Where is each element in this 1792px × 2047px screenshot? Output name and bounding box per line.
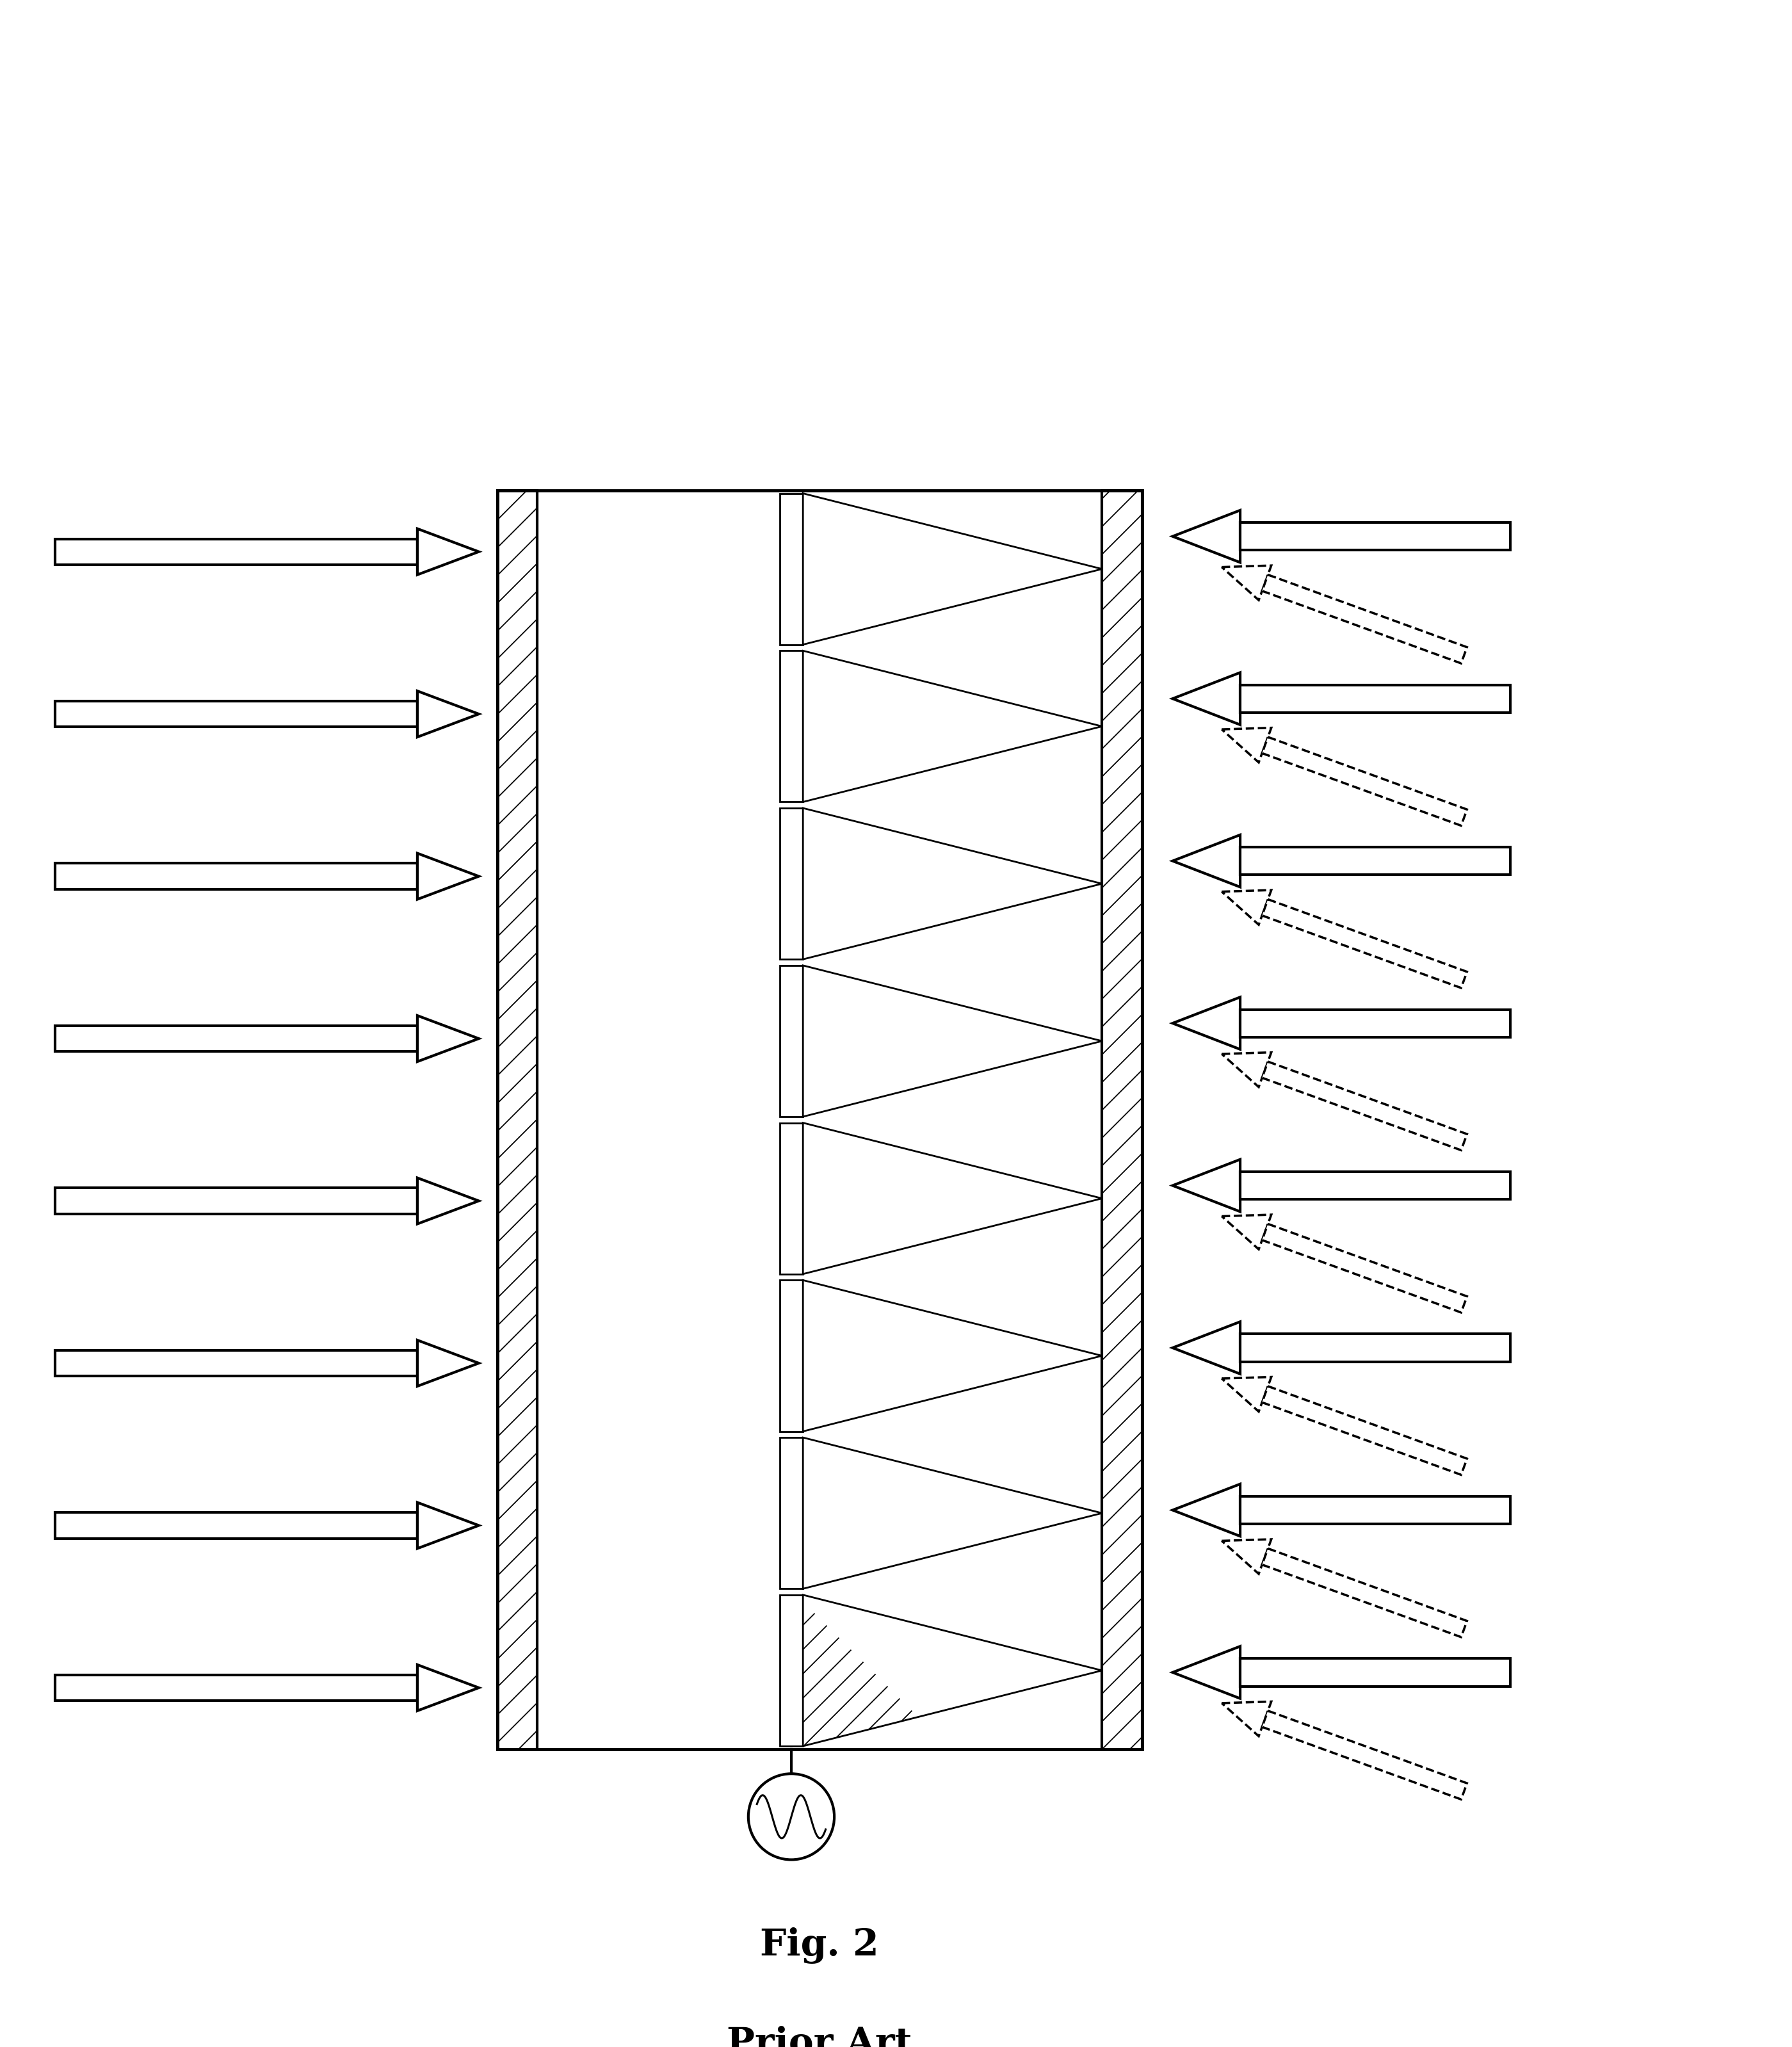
Polygon shape <box>418 1341 478 1386</box>
Polygon shape <box>803 1437 1102 1588</box>
Polygon shape <box>1172 1322 1240 1374</box>
Polygon shape <box>1240 1658 1511 1687</box>
Polygon shape <box>1240 522 1511 551</box>
Polygon shape <box>1262 1062 1468 1150</box>
Polygon shape <box>1172 835 1240 886</box>
Polygon shape <box>780 809 803 960</box>
Polygon shape <box>1222 1214 1271 1249</box>
Polygon shape <box>1222 1701 1271 1736</box>
Polygon shape <box>803 1124 1102 1273</box>
Polygon shape <box>1262 1386 1468 1474</box>
Polygon shape <box>1222 890 1271 925</box>
Polygon shape <box>56 1187 418 1214</box>
Polygon shape <box>1172 1646 1240 1699</box>
Polygon shape <box>1262 1548 1468 1638</box>
Polygon shape <box>56 1513 418 1539</box>
Polygon shape <box>780 1124 803 1273</box>
Polygon shape <box>56 1351 418 1376</box>
Bar <box>496 491 1142 1750</box>
Polygon shape <box>803 966 1102 1118</box>
Polygon shape <box>1240 1496 1511 1523</box>
Polygon shape <box>496 491 538 1750</box>
Polygon shape <box>1172 1159 1240 1212</box>
Polygon shape <box>803 1279 1102 1431</box>
Polygon shape <box>780 1437 803 1588</box>
Polygon shape <box>803 493 1102 645</box>
Polygon shape <box>803 1595 1102 1746</box>
Polygon shape <box>418 1502 478 1548</box>
Polygon shape <box>1262 1711 1468 1799</box>
Polygon shape <box>803 651 1102 802</box>
Polygon shape <box>1222 1539 1271 1574</box>
Polygon shape <box>56 702 418 727</box>
Polygon shape <box>418 692 478 737</box>
Polygon shape <box>1222 565 1271 600</box>
Polygon shape <box>418 1015 478 1062</box>
Text: Prior Art: Prior Art <box>728 2027 912 2047</box>
Polygon shape <box>56 1674 418 1701</box>
Polygon shape <box>1262 899 1468 989</box>
Polygon shape <box>418 1664 478 1711</box>
Polygon shape <box>803 809 1102 960</box>
Polygon shape <box>1240 686 1511 712</box>
Polygon shape <box>1240 1171 1511 1200</box>
Polygon shape <box>1240 1009 1511 1038</box>
Polygon shape <box>1262 737 1468 825</box>
Polygon shape <box>1222 1378 1271 1412</box>
Polygon shape <box>780 1279 803 1431</box>
Polygon shape <box>1240 847 1511 874</box>
Polygon shape <box>56 538 418 565</box>
Polygon shape <box>418 528 478 575</box>
Polygon shape <box>1222 729 1271 761</box>
Polygon shape <box>1172 1484 1240 1535</box>
Polygon shape <box>1172 510 1240 563</box>
Polygon shape <box>1262 1224 1468 1312</box>
Polygon shape <box>1172 673 1240 725</box>
Polygon shape <box>1262 575 1468 663</box>
Polygon shape <box>780 1595 803 1746</box>
Polygon shape <box>1102 491 1142 1750</box>
Polygon shape <box>1222 1052 1271 1087</box>
Polygon shape <box>418 854 478 899</box>
Polygon shape <box>1240 1335 1511 1361</box>
Polygon shape <box>56 864 418 888</box>
Text: Fig. 2: Fig. 2 <box>760 1928 880 1963</box>
Polygon shape <box>780 493 803 645</box>
Circle shape <box>749 1775 835 1859</box>
Polygon shape <box>56 1026 418 1052</box>
Polygon shape <box>780 651 803 802</box>
Polygon shape <box>780 966 803 1118</box>
Polygon shape <box>1172 997 1240 1050</box>
Polygon shape <box>418 1177 478 1224</box>
